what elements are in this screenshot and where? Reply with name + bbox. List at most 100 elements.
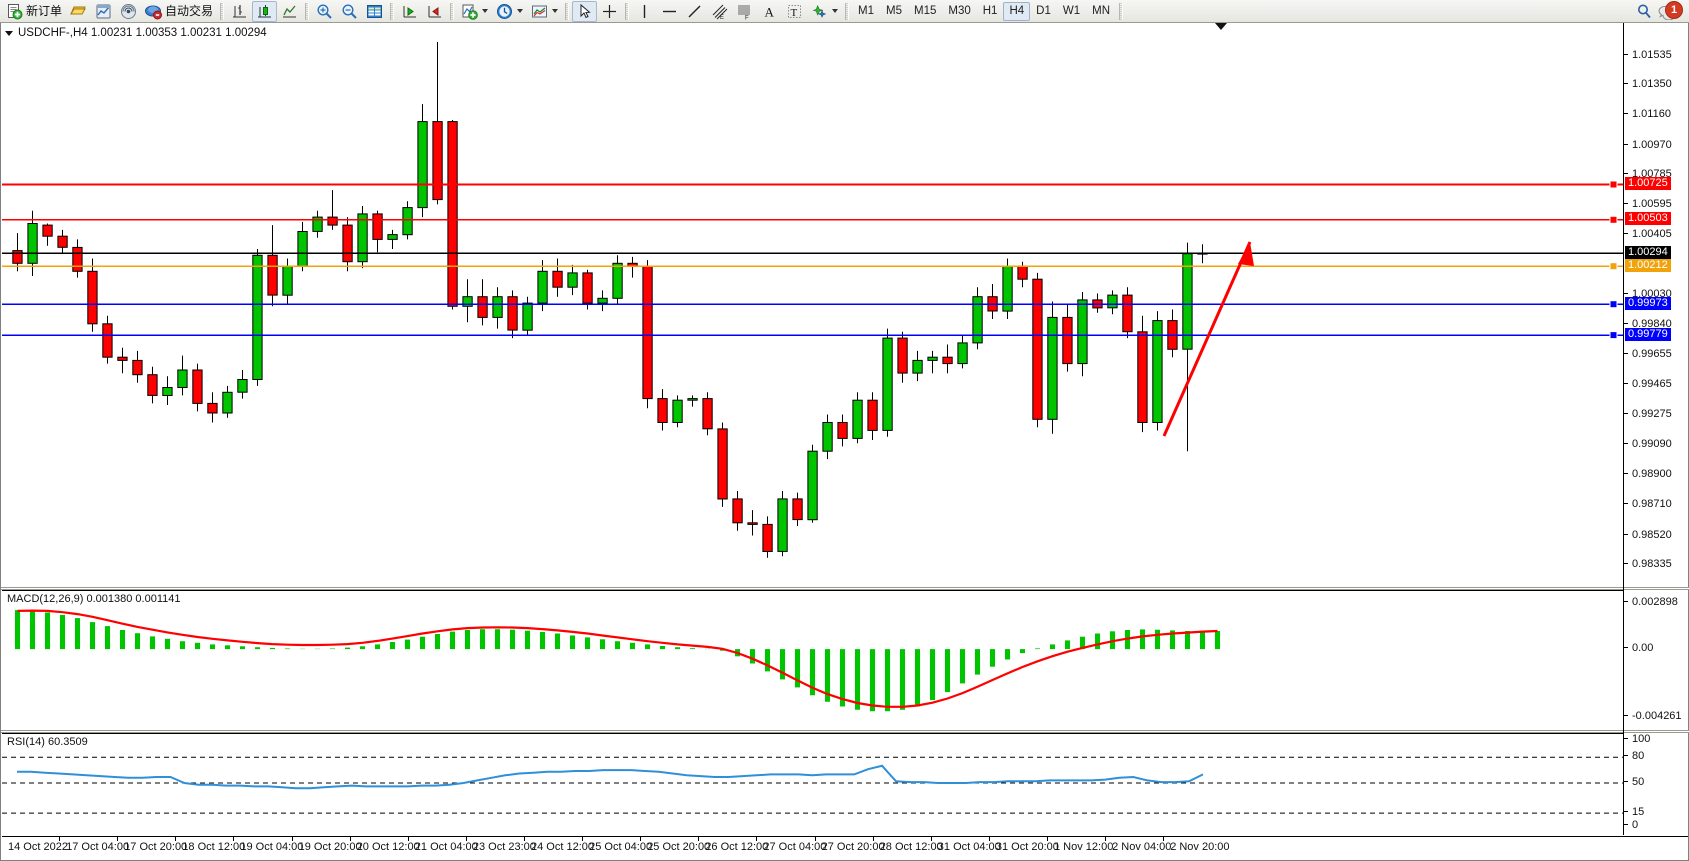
signal-icon [120,3,137,20]
time-tick-mark [117,837,119,841]
time-tick: 2 Nov 20:00 [1170,841,1230,853]
chevron-down-icon[interactable] [832,9,839,13]
current-price-line-chip[interactable]: 1.00294 [1625,245,1671,259]
timeframe-m30[interactable]: M30 [948,5,971,17]
shapes-icon [811,3,828,20]
rsi-pane[interactable]: RSI(14) 60.3509 [2,733,1623,835]
timeframe-mn[interactable]: MN [1092,5,1110,17]
zoom-in-button[interactable] [312,1,337,22]
new-order-icon [6,3,23,20]
shapes-button[interactable] [807,1,842,22]
support-line-1-chip[interactable]: 0.99973 [1625,296,1671,310]
clock-icon [496,3,513,20]
chevron-down-icon[interactable] [517,9,524,13]
chart-window[interactable]: USDCHF-,H4 1.00231 1.00353 1.00231 1.002… [0,23,1689,861]
price-axis[interactable]: 1.01535 1.01350 1.01160 1.00970 1.00785 1.005… [1624,23,1689,835]
time-tick-mark [756,837,758,841]
time-tick-mark [59,837,61,841]
candlestick-chart-button[interactable] [252,0,278,22]
trendline-button[interactable] [682,1,707,22]
time-tick-mark [640,837,642,841]
timeframe-h4[interactable]: H4 [1003,1,1031,21]
zoom-out-icon [341,3,358,20]
chart-shift-icon [426,3,443,20]
support-line-2-chip[interactable]: 0.99779 [1625,327,1671,341]
price-levels-layer [2,180,1623,340]
auto-scroll-button[interactable] [397,1,422,22]
folder-icon [70,3,87,20]
chevron-down-icon[interactable] [482,9,489,13]
timeframe-h1[interactable]: H1 [982,5,998,17]
time-tick: 19 Oct 20:00 [298,841,362,853]
time-tick-mark [582,837,584,841]
time-tick-mark [349,837,351,841]
toolbar-separator [450,2,455,20]
rsi-label: RSI(14) 60.3509 [7,736,88,748]
line-chart-button[interactable] [277,1,302,22]
candlestick-chart [2,42,1623,558]
price-tick: 1.00785 [1624,168,1688,180]
time-tick-mark [1105,837,1107,841]
new-order-label: 新订单 [26,4,63,18]
time-tick: 25 Oct 20:00 [647,841,711,853]
pane-divider-rsi[interactable] [1,730,1689,733]
timeframe-m1[interactable]: M1 [858,5,875,17]
rsi-chart [2,756,1623,814]
price-pane[interactable] [2,24,1623,587]
time-tick-mark [814,837,816,841]
signals-button[interactable] [116,1,141,22]
pivot-line-chip[interactable]: 1.00212 [1625,258,1671,272]
crosshair-button[interactable] [597,1,622,22]
toolbar-separator [565,2,570,20]
fibonacci-button[interactable]: F [732,1,757,22]
horizontal-line-button[interactable] [657,1,682,22]
price-tick: 0.99465 [1624,378,1688,390]
equidistant-channel-button[interactable]: E [707,1,732,22]
pane-divider-macd[interactable] [1,587,1689,590]
templates-button[interactable] [527,1,562,22]
search-icon[interactable] [1636,3,1653,20]
periods-button[interactable] [492,1,527,22]
time-tick: 27 Oct 04:00 [763,841,827,853]
resistance-line-1-chip[interactable]: 1.00725 [1625,177,1671,190]
timeframe-d1[interactable]: D1 [1036,5,1051,17]
themes-button[interactable] [66,1,91,22]
macd-signal-line [17,609,1218,708]
timeframe-w1[interactable]: W1 [1062,5,1081,17]
vertical-line-button[interactable] [632,1,657,22]
chart-shift-button[interactable] [422,1,447,22]
price-tick: 0.98335 [1624,558,1688,570]
svg-text:A: A [765,4,775,19]
rsi-tick: 80 [1624,750,1688,762]
new-order-button[interactable]: 新订单 [2,1,66,22]
chevron-down-icon[interactable] [552,9,559,13]
time-tick-mark [930,837,932,841]
uptrend-arrow-annotation [1162,241,1254,437]
timeframe-m15[interactable]: M15 [914,5,937,17]
price-tick: 0.99090 [1624,438,1688,450]
market-watch-button[interactable] [91,1,116,22]
template-icon [531,3,548,20]
resistance-line-2-chip[interactable]: 1.00503 [1625,212,1671,226]
time-tick-mark [872,837,874,841]
chevron-down-icon[interactable] [5,30,13,36]
autotrading-button[interactable]: 自动交易 [141,1,217,22]
chart-top-marker [1215,23,1227,30]
time-tick-mark [407,837,409,841]
time-axis[interactable]: 14 Oct 2022 17 Oct 04:00 17 Oct 20:00 18 Oc… [2,836,1688,860]
cursor-button[interactable] [572,0,598,22]
time-tick-mark [1047,837,1048,841]
indicators-button[interactable] [457,1,492,22]
macd-pane[interactable]: MACD(12,26,9) 0.001380 0.001141 [2,590,1623,730]
macd-label: MACD(12,26,9) 0.001380 0.001141 [7,593,181,605]
data-window-button[interactable] [362,1,387,22]
zoom-out-button[interactable] [337,1,362,22]
timeframe-m5[interactable]: M5 [886,5,902,17]
add-indicator-icon [461,3,478,20]
bar-chart-button[interactable] [227,1,252,22]
notifications-icon[interactable]: 1 [1657,0,1683,21]
text-button[interactable]: A [757,1,782,22]
rsi-level-lines [2,756,1623,814]
toolbar-separator [625,2,630,20]
label-button[interactable]: T [782,1,807,22]
